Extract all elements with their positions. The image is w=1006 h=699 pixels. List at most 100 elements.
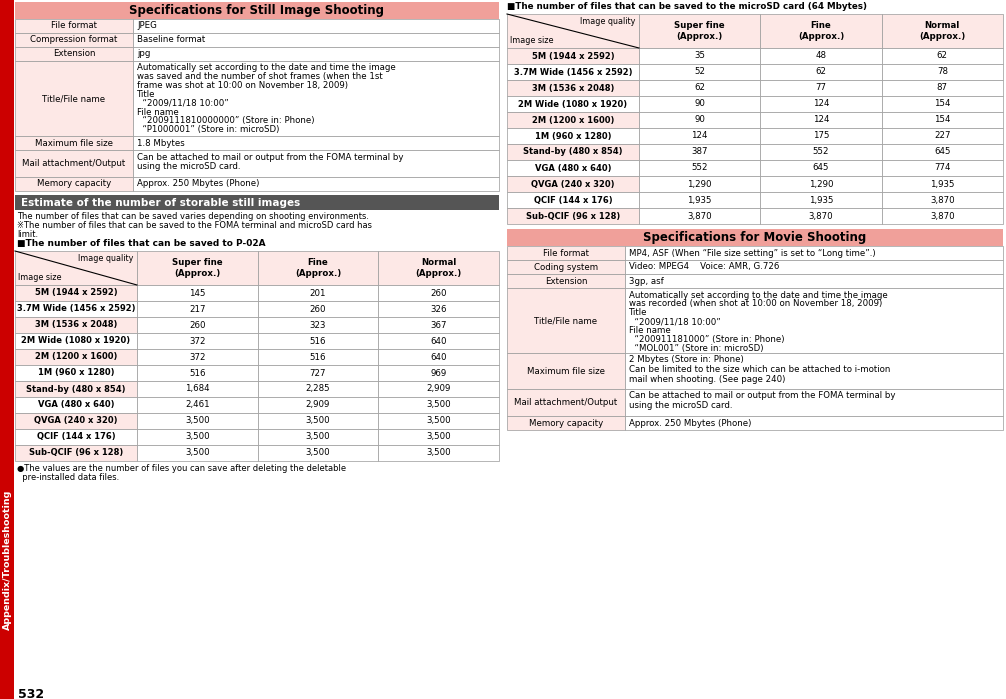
- Text: Fine
(Approx.): Fine (Approx.): [798, 21, 844, 41]
- Text: 3,500: 3,500: [306, 433, 330, 442]
- Bar: [378, 285, 499, 301]
- Bar: [881, 14, 1003, 48]
- Bar: [507, 96, 639, 112]
- Text: 3,500: 3,500: [306, 449, 330, 458]
- Text: 154: 154: [935, 115, 951, 124]
- Bar: [133, 177, 499, 191]
- Bar: [258, 333, 378, 349]
- Bar: [378, 349, 499, 365]
- Text: Image quality: Image quality: [579, 17, 635, 26]
- Text: 90: 90: [694, 99, 705, 108]
- Text: MP4, ASF (When “File size setting” is set to “Long time”.): MP4, ASF (When “File size setting” is se…: [629, 249, 875, 257]
- Text: 2M (1200 x 1600): 2M (1200 x 1600): [35, 352, 117, 361]
- Bar: [507, 192, 639, 208]
- Bar: [639, 48, 761, 64]
- Bar: [761, 160, 881, 176]
- Text: 774: 774: [935, 164, 951, 173]
- Bar: [258, 397, 378, 413]
- Bar: [507, 288, 625, 353]
- Bar: [15, 301, 137, 317]
- Bar: [639, 80, 761, 96]
- Text: 3,500: 3,500: [306, 417, 330, 426]
- Bar: [15, 251, 137, 285]
- Bar: [378, 251, 499, 285]
- Text: 90: 90: [694, 115, 705, 124]
- Text: 124: 124: [691, 131, 708, 140]
- Text: 516: 516: [189, 368, 205, 377]
- Text: 260: 260: [189, 321, 205, 329]
- Text: Fine
(Approx.): Fine (Approx.): [295, 259, 341, 278]
- Text: 3,870: 3,870: [930, 196, 955, 205]
- Text: 3.7M Wide (1456 x 2592): 3.7M Wide (1456 x 2592): [17, 305, 135, 313]
- Text: Specifications for Movie Shooting: Specifications for Movie Shooting: [644, 231, 866, 244]
- Bar: [761, 176, 881, 192]
- Text: 3,500: 3,500: [427, 417, 451, 426]
- Text: Sub-QCIF (96 x 128): Sub-QCIF (96 x 128): [526, 212, 620, 220]
- Bar: [507, 416, 625, 430]
- Text: 1,935: 1,935: [931, 180, 955, 189]
- Text: “200911181000” (Store in: Phone): “200911181000” (Store in: Phone): [629, 335, 785, 344]
- Bar: [625, 260, 1003, 274]
- Text: 260: 260: [310, 305, 326, 313]
- Text: Maximum file size: Maximum file size: [35, 138, 113, 147]
- Text: Video: MPEG4    Voice: AMR, G.726: Video: MPEG4 Voice: AMR, G.726: [629, 263, 780, 271]
- Text: 516: 516: [310, 352, 326, 361]
- Text: 645: 645: [935, 147, 951, 157]
- Text: 201: 201: [310, 289, 326, 298]
- Text: 62: 62: [937, 52, 948, 61]
- Text: 516: 516: [310, 336, 326, 345]
- Text: 1,935: 1,935: [687, 196, 712, 205]
- Bar: [0, 0, 14, 699]
- Text: Extension: Extension: [52, 50, 96, 59]
- Bar: [378, 429, 499, 445]
- Text: 645: 645: [813, 164, 829, 173]
- Bar: [378, 381, 499, 397]
- Bar: [881, 128, 1003, 144]
- Text: Can be limited to the size which can be attached to i-motion: Can be limited to the size which can be …: [629, 365, 890, 374]
- Text: 323: 323: [310, 321, 326, 329]
- Text: Approx. 250 Mbytes (Phone): Approx. 250 Mbytes (Phone): [137, 180, 260, 189]
- Text: 367: 367: [431, 321, 447, 329]
- Bar: [881, 112, 1003, 128]
- Text: 5M (1944 x 2592): 5M (1944 x 2592): [532, 52, 615, 61]
- Text: 145: 145: [189, 289, 205, 298]
- Bar: [761, 192, 881, 208]
- Bar: [15, 397, 137, 413]
- Text: Extension: Extension: [545, 277, 588, 285]
- Bar: [258, 251, 378, 285]
- Bar: [15, 136, 133, 150]
- Bar: [258, 301, 378, 317]
- Bar: [258, 381, 378, 397]
- Bar: [378, 413, 499, 429]
- Bar: [507, 274, 625, 288]
- Text: 3,500: 3,500: [427, 433, 451, 442]
- Text: ●The values are the number of files you can save after deleting the deletable: ●The values are the number of files you …: [17, 464, 346, 473]
- Bar: [15, 61, 133, 136]
- Text: mail when shooting. (See page 240): mail when shooting. (See page 240): [629, 375, 786, 384]
- Bar: [15, 285, 137, 301]
- Bar: [507, 176, 639, 192]
- Text: 3.7M Wide (1456 x 2592): 3.7M Wide (1456 x 2592): [514, 68, 632, 76]
- Text: File format: File format: [51, 22, 97, 31]
- Text: Maximum file size: Maximum file size: [527, 366, 605, 375]
- Text: was recorded (when shot at 10:00 on November 18, 2009): was recorded (when shot at 10:00 on Nove…: [629, 299, 882, 308]
- Bar: [137, 317, 258, 333]
- Bar: [639, 128, 761, 144]
- Bar: [761, 208, 881, 224]
- Text: Baseline format: Baseline format: [137, 36, 205, 45]
- Bar: [507, 246, 625, 260]
- Text: Normal
(Approx.): Normal (Approx.): [415, 259, 462, 278]
- Text: File name: File name: [629, 326, 671, 335]
- Bar: [378, 397, 499, 413]
- Text: QVGA (240 x 320): QVGA (240 x 320): [531, 180, 615, 189]
- Text: 2,909: 2,909: [306, 401, 330, 410]
- Bar: [15, 177, 133, 191]
- Bar: [881, 144, 1003, 160]
- Text: 552: 552: [691, 164, 708, 173]
- Text: Stand-by (480 x 854): Stand-by (480 x 854): [523, 147, 623, 157]
- Bar: [15, 317, 137, 333]
- Bar: [639, 144, 761, 160]
- Text: “2009/11/18 10:00”: “2009/11/18 10:00”: [629, 317, 720, 326]
- Text: Normal
(Approx.): Normal (Approx.): [919, 21, 966, 41]
- Bar: [507, 160, 639, 176]
